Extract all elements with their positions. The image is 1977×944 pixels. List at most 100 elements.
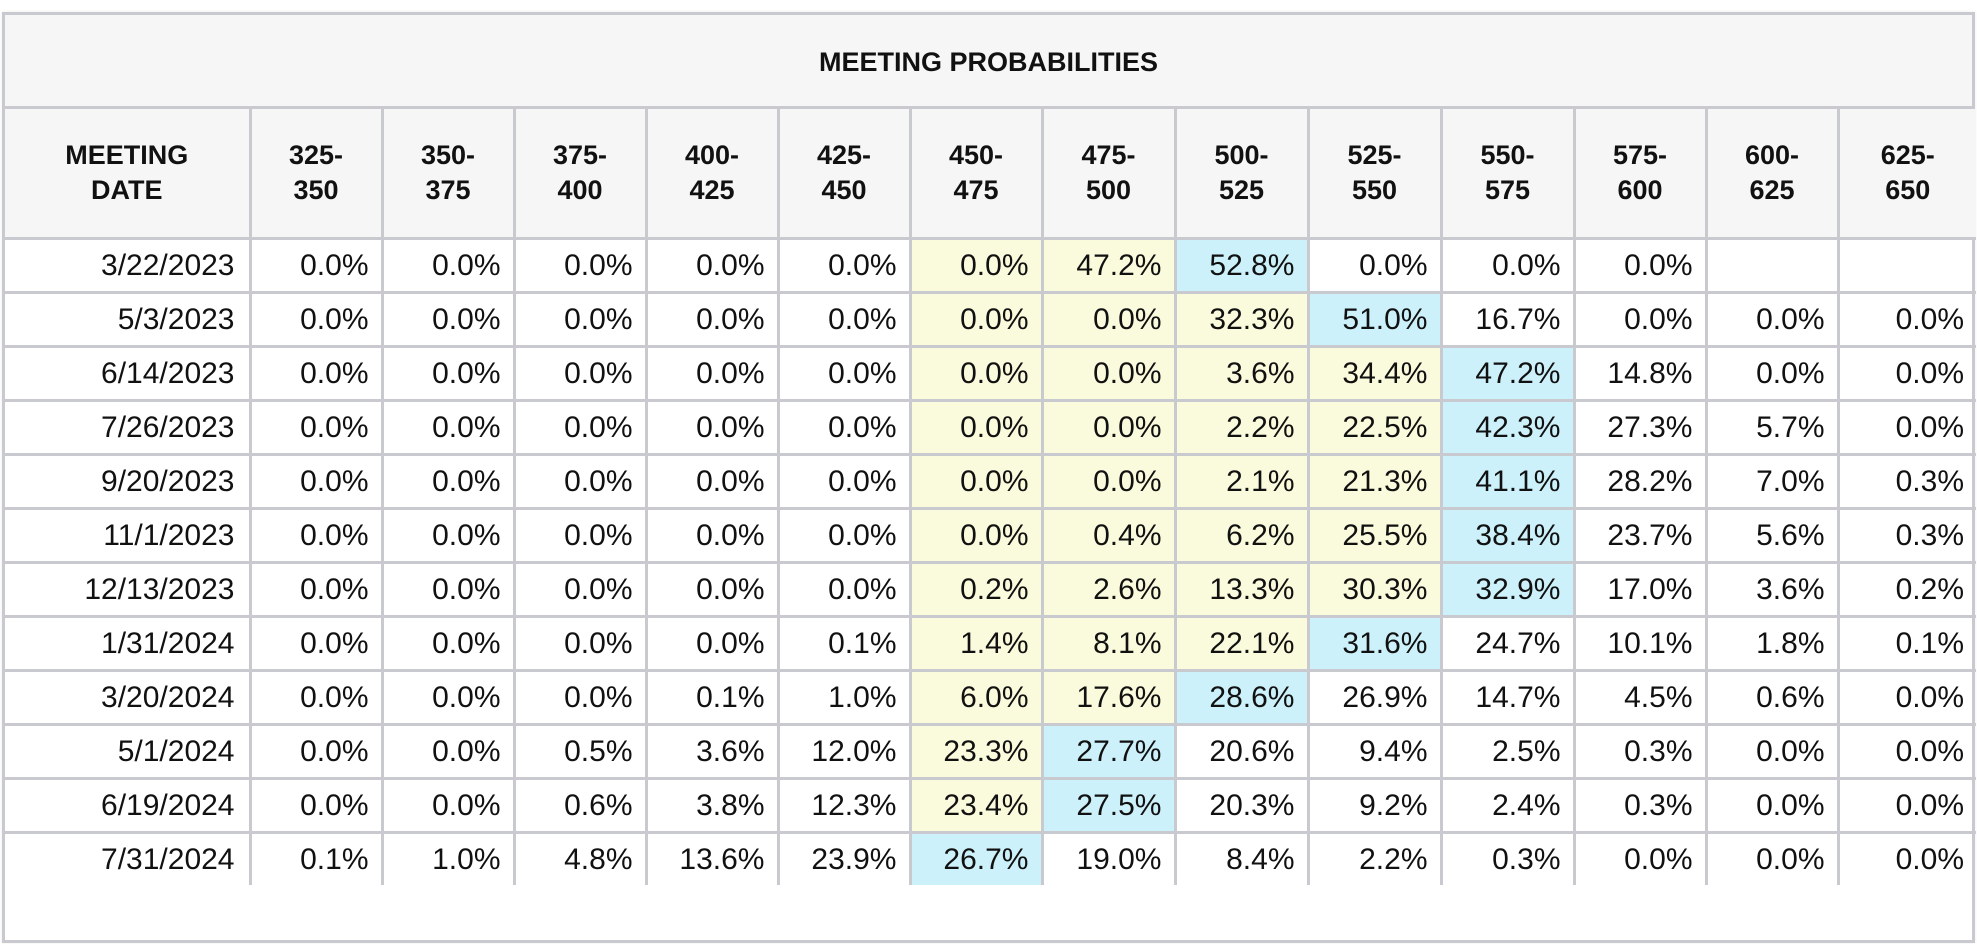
table-row: 11/1/2023 0.0% 0.0% 0.0% 0.0% 0.0% 0.0% 0.4% 6.2…: [5, 507, 1976, 564]
probability-cell: 51.0%: [1306, 291, 1443, 348]
probability-cell: 0.0%: [248, 669, 384, 726]
probability-cell: 1.8%: [1704, 615, 1840, 672]
meeting-date-cell: 3/20/2024: [5, 669, 252, 726]
probability-cell: 7.0%: [1704, 453, 1840, 510]
probability-cell: 0.0%: [1836, 669, 1976, 726]
column-header-label: 425- 450: [817, 138, 871, 208]
meeting-date-cell: 5/3/2023: [5, 291, 252, 348]
probability-cell: 8.4%: [1173, 831, 1310, 885]
column-header-label: 500- 525: [1214, 138, 1268, 208]
probability-cell: 22.5%: [1306, 399, 1443, 456]
probability-cell: 31.6%: [1306, 615, 1443, 672]
meeting-date-cell: 9/20/2023: [5, 453, 252, 510]
probability-cell: 5.6%: [1704, 507, 1840, 564]
probability-cell: 13.3%: [1173, 561, 1310, 618]
column-header-rate-range: 550- 575: [1439, 109, 1576, 240]
column-header-rate-range: 475- 500: [1040, 109, 1177, 240]
probability-cell: 0.0%: [908, 345, 1044, 402]
probability-cell: 0.0%: [776, 507, 912, 564]
probability-cell: 0.0%: [248, 345, 384, 402]
probability-cell: 0.0%: [644, 453, 780, 510]
table-body: 3/22/2023 0.0% 0.0% 0.0% 0.0% 0.0% 0.0% 47.2% 52…: [5, 237, 1976, 885]
probability-cell: 23.4%: [908, 777, 1044, 834]
probability-cell: 10.1%: [1572, 615, 1708, 672]
probability-cell: 0.0%: [1572, 831, 1708, 885]
probability-cell: 32.3%: [1173, 291, 1310, 348]
probability-cell: 0.0%: [512, 291, 648, 348]
probability-cell: 6.0%: [908, 669, 1044, 726]
probability-cell: 8.1%: [1040, 615, 1177, 672]
probability-cell: 0.0%: [908, 237, 1044, 294]
probability-cell: 0.0%: [248, 777, 384, 834]
probability-cell: 0.1%: [644, 669, 780, 726]
probability-cell: 24.7%: [1439, 615, 1576, 672]
probability-cell: 0.3%: [1836, 507, 1976, 564]
probability-cell: 0.3%: [1439, 831, 1576, 885]
probability-cell: 2.4%: [1439, 777, 1576, 834]
probability-cell: 0.0%: [380, 345, 516, 402]
probability-cell: 0.0%: [248, 615, 384, 672]
probability-cell: 21.3%: [1306, 453, 1443, 510]
column-header-line: 625-: [1880, 140, 1935, 170]
table-row: 12/13/2023 0.0% 0.0% 0.0% 0.0% 0.0% 0.2% 2.6% 13…: [5, 561, 1976, 618]
probability-cell: 0.0%: [380, 561, 516, 618]
column-header-line: 550-: [1480, 140, 1535, 170]
meeting-date-cell: 6/14/2023: [5, 345, 252, 402]
probability-cell: 23.3%: [908, 723, 1044, 780]
probability-cell: 0.0%: [644, 345, 780, 402]
column-header-meeting-date: MEETING DATE: [5, 109, 252, 240]
column-header-line: 475-: [1081, 140, 1136, 170]
column-header-label: 575- 600: [1613, 138, 1667, 208]
meeting-date-cell: 7/31/2024: [5, 831, 252, 885]
probability-cell: [1704, 237, 1840, 294]
column-header-line: 350: [293, 175, 339, 205]
column-header-line: 650: [1885, 175, 1931, 205]
column-header-rate-range: 325- 350: [248, 109, 384, 240]
column-header-rate-range: 625- 650: [1836, 109, 1976, 240]
probability-cell: 0.3%: [1572, 723, 1708, 780]
probability-cell: 0.0%: [1836, 399, 1976, 456]
table-row: 7/31/2024 0.1% 1.0% 4.8% 13.6% 23.9% 26.7% 19.0…: [5, 831, 1976, 885]
probability-cell: 27.5%: [1040, 777, 1177, 834]
column-header-line: 400-: [684, 140, 740, 170]
probability-cell: 0.0%: [248, 507, 384, 564]
probability-cell: 27.7%: [1040, 723, 1177, 780]
probability-cell: 23.7%: [1572, 507, 1708, 564]
probability-cell: 0.4%: [1040, 507, 1177, 564]
probability-cell: [1836, 237, 1976, 294]
probability-cell: 0.0%: [1306, 237, 1443, 294]
column-header-line: 600: [1617, 175, 1663, 205]
probability-cell: 2.1%: [1173, 453, 1310, 510]
column-header-rate-range: 425- 450: [776, 109, 912, 240]
column-header-label: 325- 350: [289, 138, 343, 208]
probability-cell: 0.0%: [776, 237, 912, 294]
probability-cell: 0.0%: [248, 399, 384, 456]
column-header-line: 375-: [552, 140, 608, 170]
probability-cell: 0.0%: [908, 507, 1044, 564]
probability-cell: 38.4%: [1439, 507, 1576, 564]
column-header-rate-range: 600- 625: [1704, 109, 1840, 240]
probability-cell: 52.8%: [1173, 237, 1310, 294]
probability-cell: 13.6%: [644, 831, 780, 885]
probability-cell: 42.3%: [1439, 399, 1576, 456]
column-header-line: 450-: [948, 140, 1004, 170]
column-header-line: 625: [1749, 175, 1795, 205]
probability-cell: 0.0%: [1704, 831, 1840, 885]
probability-cell: 0.0%: [512, 453, 648, 510]
column-header-line: MEETING: [65, 140, 189, 170]
probability-cell: 0.0%: [1572, 237, 1708, 294]
table-row: 5/1/2024 0.0% 0.0% 0.5% 3.6% 12.0% 23.3% 27.7% 2…: [5, 723, 1976, 780]
probability-cell: 17.6%: [1040, 669, 1177, 726]
probability-cell: 3.6%: [1704, 561, 1840, 618]
probability-cell: 0.0%: [380, 237, 516, 294]
column-header-line: 500: [1085, 175, 1132, 205]
probability-cell: 34.4%: [1306, 345, 1443, 402]
meeting-date-cell: 3/22/2023: [5, 237, 252, 294]
probability-cell: 0.0%: [1836, 345, 1976, 402]
probability-cell: 0.6%: [1704, 669, 1840, 726]
meeting-date-cell: 6/19/2024: [5, 777, 252, 834]
probability-table-panel: MEETING PROBABILITIES MEETING DATE 325- 350…: [2, 12, 1976, 943]
column-header-line: 525: [1218, 175, 1265, 205]
column-header-line: DATE: [90, 175, 163, 205]
probability-cell: 0.0%: [644, 291, 780, 348]
